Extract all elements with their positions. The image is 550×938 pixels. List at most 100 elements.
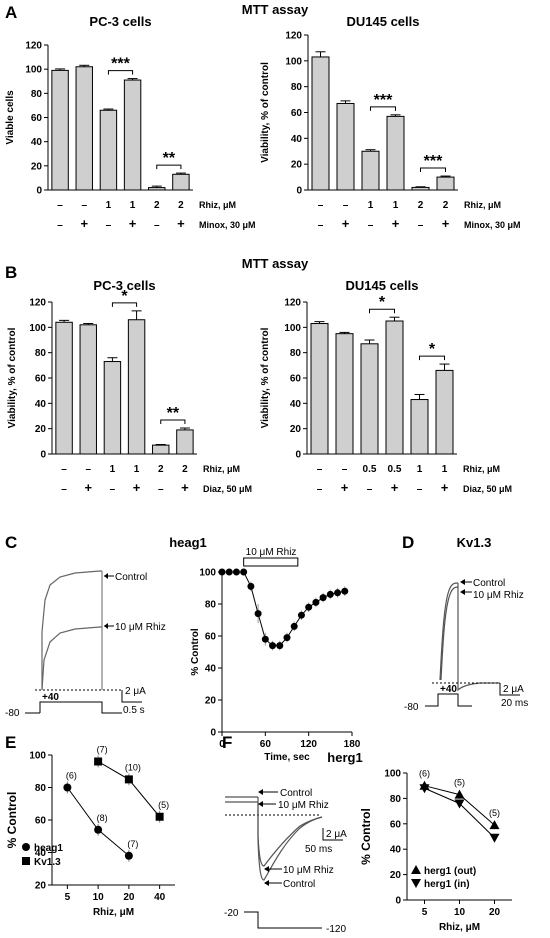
herg1-scale-time: 50 ms <box>305 844 332 855</box>
treatment-drug-value: + <box>391 480 399 495</box>
legend-label: herg1 (in) <box>424 879 470 890</box>
data-point <box>225 568 233 576</box>
x-axis-label: Time, sec <box>264 752 310 763</box>
treatment-drug-value: – <box>106 220 112 231</box>
y-tick-label: 100 <box>384 769 401 780</box>
data-point <box>124 851 133 860</box>
panel-letter-e: E <box>5 733 16 752</box>
treatment-drug-value: + <box>80 216 88 231</box>
treatment-drug-value: – <box>417 484 423 495</box>
x-tick-label: 120 <box>300 739 317 750</box>
treatment-rhiz-value: 2 <box>443 200 449 211</box>
data-point <box>312 598 320 606</box>
y-tick-label: 0 <box>40 450 46 461</box>
herg1-traces: Control 10 μM Rhiz 10 μM Rhiz Control 2 … <box>224 788 347 935</box>
data-point <box>124 775 133 784</box>
y-tick-label: 100 <box>25 65 42 76</box>
heag1-arrowhead-rhiz <box>104 623 108 629</box>
herg1-scale-current: 2 μA <box>326 829 347 840</box>
x-axis-label: Rhiz, μM <box>93 907 134 918</box>
bar <box>360 343 379 455</box>
n-label: (5) <box>158 800 169 810</box>
n-label: (10) <box>125 762 141 772</box>
y-axis-label: Viability, % of control <box>260 62 271 163</box>
y-tick-label: 20 <box>31 161 43 172</box>
y-tick-label: 120 <box>285 31 302 42</box>
panel-letter-b: B <box>5 263 17 282</box>
heag1-label-control: Control <box>115 572 147 583</box>
x-tick-label: 10 <box>454 907 466 918</box>
x-tick-label: 40 <box>154 892 166 903</box>
legend-label: herg1 (out) <box>424 866 476 877</box>
bar <box>176 429 194 455</box>
mtt-title-a: MTT assay <box>242 2 309 17</box>
treatment-rhiz-value: – <box>81 200 87 211</box>
bar <box>127 319 146 455</box>
kv13-title: Kv1.3 <box>457 535 492 550</box>
treatment-rhiz-value: 2 <box>158 464 164 475</box>
kv13-arrowhead-control <box>460 579 465 585</box>
x-tick-label: 20 <box>123 892 135 903</box>
y-tick-label: 80 <box>31 89 43 100</box>
chart-title: DU145 cells <box>347 14 420 29</box>
kv13-rhiz-trace <box>440 586 459 681</box>
y-tick-label: 20 <box>205 696 217 707</box>
significance-label: *** <box>111 56 130 73</box>
legend-marker <box>411 879 421 888</box>
significance-label: * <box>379 294 386 311</box>
kv13-label-rhiz: 10 μM Rhiz <box>473 590 524 601</box>
treatment-rhiz-value: 1 <box>130 200 136 211</box>
treatment-rhiz-value: – <box>61 464 67 475</box>
legend-label: heag1 <box>34 843 63 854</box>
treatment-drug-value: – <box>367 484 373 495</box>
treatment-rhiz-value: 0.5 <box>388 464 402 475</box>
bar <box>172 173 190 191</box>
significance-bracket <box>369 308 395 314</box>
data-point <box>341 587 349 595</box>
y-tick-label: 40 <box>291 134 303 145</box>
treatment-rhiz-value: 2 <box>154 200 160 211</box>
heag1-label-step: +40 <box>42 692 59 703</box>
n-label: (6) <box>66 771 77 781</box>
bar <box>79 324 97 455</box>
y-tick-label: 100 <box>284 323 301 334</box>
data-point <box>319 594 327 602</box>
treatment-drug-value: – <box>110 484 116 495</box>
bar <box>55 321 73 455</box>
treatment-drug-value: – <box>154 220 160 231</box>
data-point <box>454 799 465 809</box>
x-tick-label: 20 <box>489 907 501 918</box>
panel-letter-c: C <box>5 533 17 552</box>
heag1-scalebar <box>121 690 142 703</box>
herg1-label-control-top: Control <box>280 788 312 799</box>
y-axis-label: Viable cells <box>5 90 16 145</box>
heag1-rhiz-trace <box>41 626 102 691</box>
kv13-tail <box>457 583 500 692</box>
bar <box>148 187 166 191</box>
treatment-rhiz-value: 1 <box>417 464 423 475</box>
y-tick-label: 80 <box>390 794 402 805</box>
n-label: (5) <box>454 778 465 788</box>
herg1-voltage-protocol <box>244 911 322 929</box>
bar <box>411 186 430 191</box>
data-point <box>261 635 269 643</box>
data-point <box>94 757 103 766</box>
heag1-label-hold: -80 <box>5 708 20 719</box>
treatment-rhiz-value: 2 <box>418 200 424 211</box>
treatment-drug-value: + <box>392 216 400 231</box>
kv13-scale-time: 20 ms <box>501 698 528 709</box>
significance-bracket <box>111 302 138 307</box>
bar <box>410 399 429 455</box>
legend-marker <box>411 865 421 874</box>
herg1-label-rhiz-top: 10 μM Rhiz <box>278 800 329 811</box>
treatment-rhiz-value: – <box>342 464 348 475</box>
herg1-arrowhead-rhiz-top <box>258 801 263 807</box>
y-tick-label: 60 <box>205 632 217 643</box>
treatment-rhiz-value: – <box>85 464 91 475</box>
treatment-rhiz-value: 1 <box>368 200 374 211</box>
kv13-traces: Control 10 μM Rhiz -80 +40 2 μA 20 ms <box>404 578 528 713</box>
x-tick-label: 0 <box>219 739 225 750</box>
heag1-label-rhiz: 10 μM Rhiz <box>115 622 166 633</box>
herg1-arrowhead-control-top <box>258 789 263 795</box>
herg1-arrowhead-rhiz-bottom <box>264 866 269 872</box>
